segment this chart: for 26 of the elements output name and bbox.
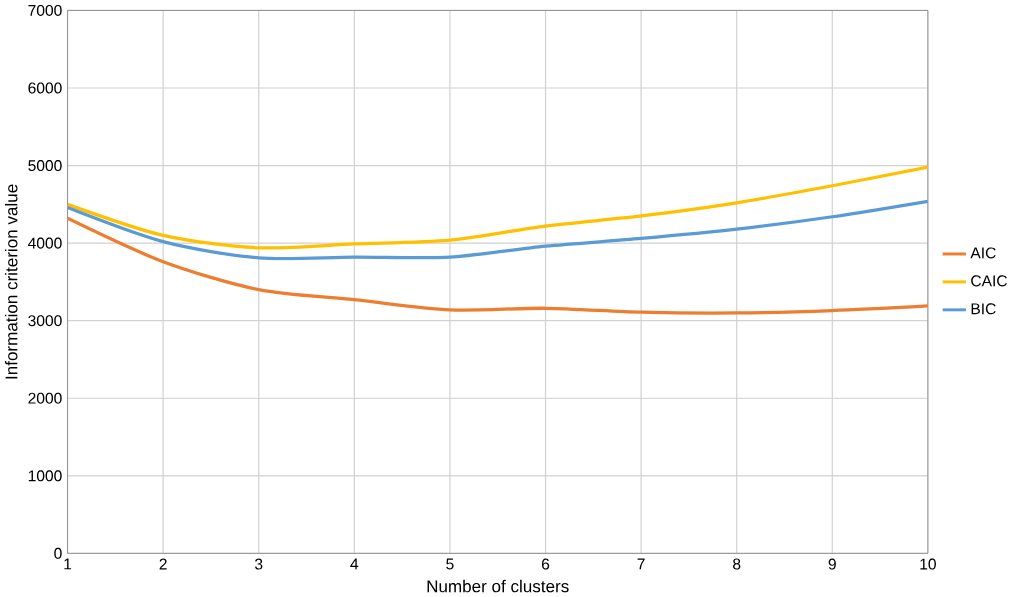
x-tick-label: 7 <box>637 558 645 570</box>
y-axis-title: Information criterion value <box>4 184 18 379</box>
y-tick-label: 3000 <box>28 315 62 327</box>
y-tick-label: 1000 <box>28 470 62 482</box>
legend-label: CAIC <box>971 275 1007 287</box>
x-tick-label: 4 <box>350 558 359 570</box>
y-tick-label: 2000 <box>28 392 62 404</box>
y-tick-label: 6000 <box>28 82 62 94</box>
legend-label: AIC <box>970 247 996 259</box>
line-series <box>67 199 928 261</box>
x-tick-label: 8 <box>733 558 741 570</box>
x-tick-label: 2 <box>159 558 167 570</box>
y-tick-label: 0 <box>54 547 62 559</box>
x-tick-label: 1 <box>64 558 72 570</box>
x-tick-label: 9 <box>828 558 836 570</box>
x-axis-title: Number of clusters <box>427 579 569 593</box>
legend-label: BIC <box>971 303 996 315</box>
x-tick-label: 10 <box>920 558 936 570</box>
y-tick-label: 5000 <box>28 159 62 171</box>
x-tick-label: 3 <box>254 558 263 570</box>
y-tick-label: 7000 <box>28 4 62 16</box>
x-tick-label: 5 <box>446 558 454 570</box>
line-series <box>67 216 928 315</box>
x-tick-label: 6 <box>541 558 550 570</box>
line-series <box>67 165 928 250</box>
y-tick-label: 4000 <box>28 237 62 249</box>
